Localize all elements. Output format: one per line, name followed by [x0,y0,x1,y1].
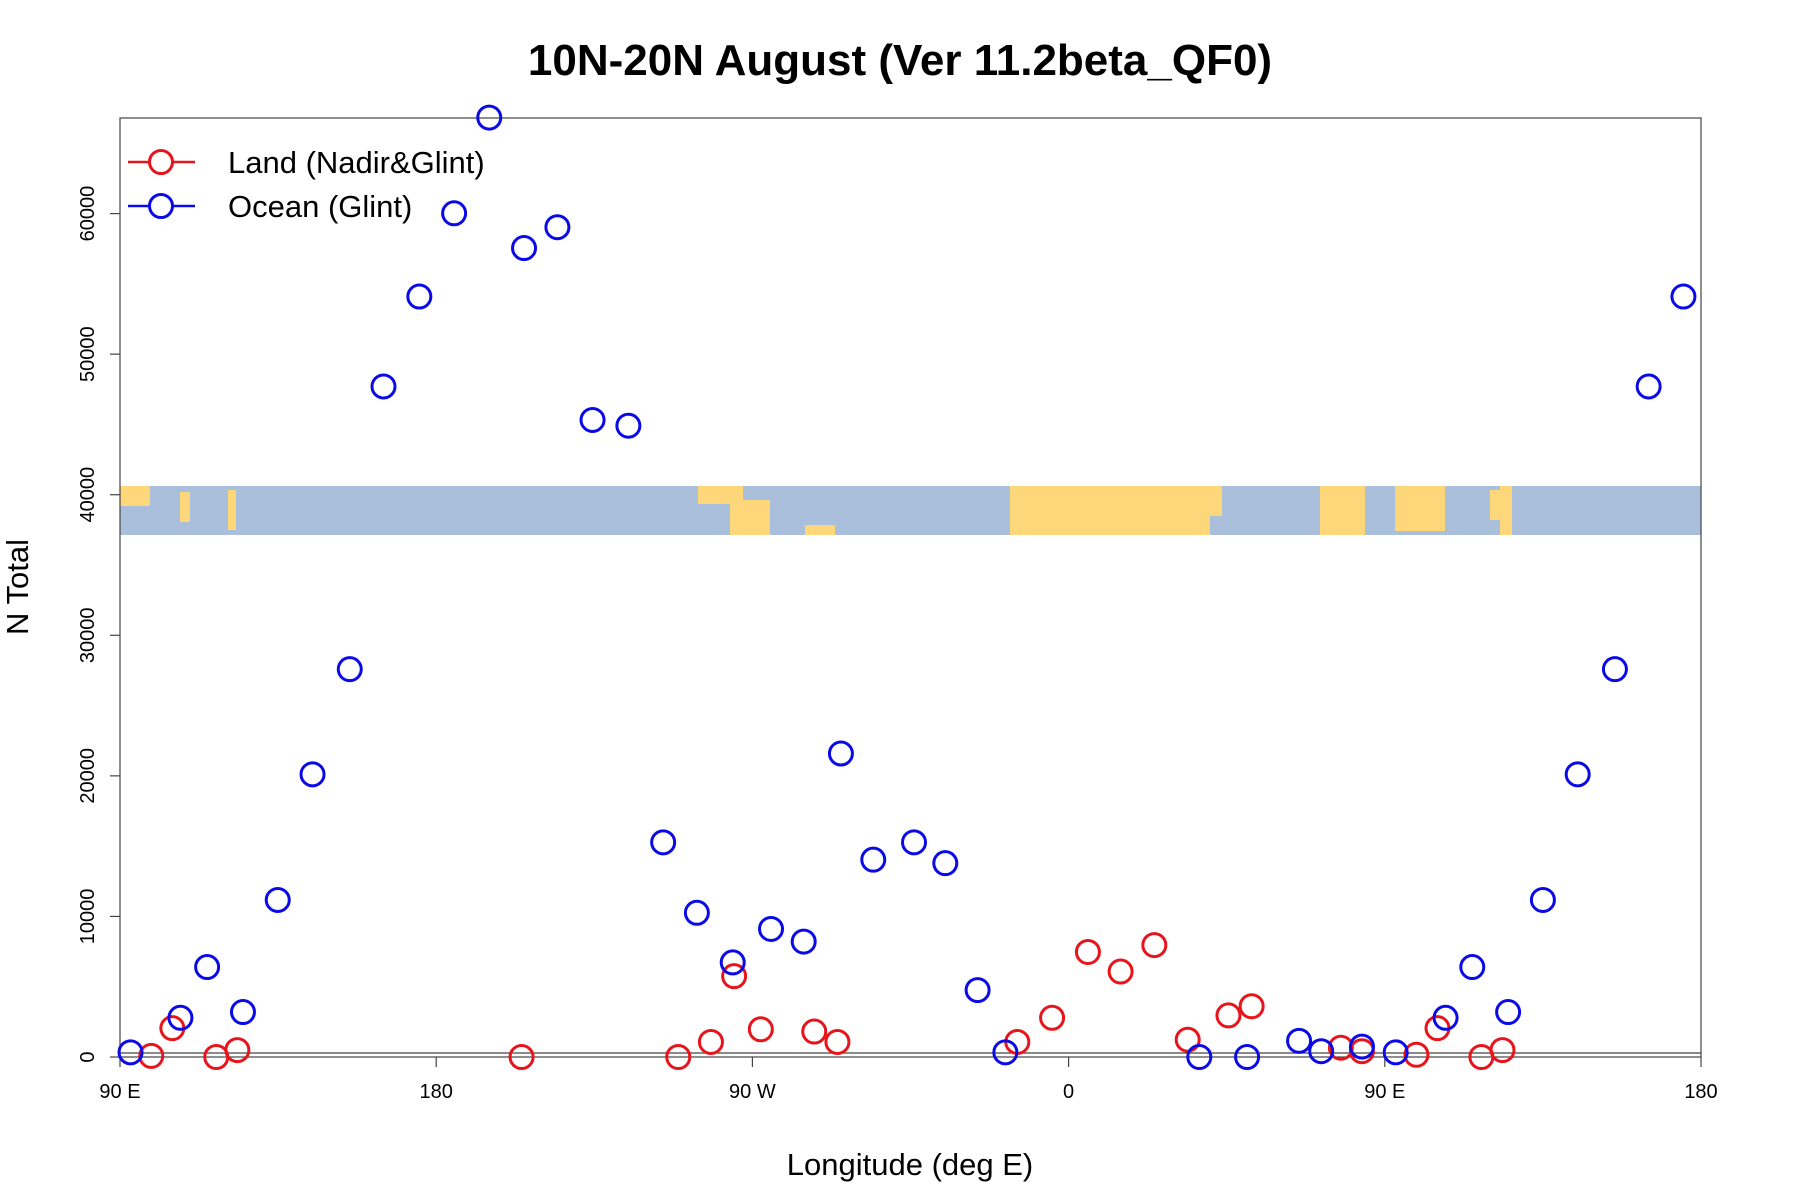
y-tick-label: 50000 [77,326,99,382]
point [1403,1041,1430,1068]
point [1186,1044,1213,1070]
point [1234,1044,1261,1070]
point [824,1028,851,1055]
x-tick-label: 90 W [729,1081,776,1103]
x-tick-label: 90 E [99,1081,140,1103]
point [167,1004,194,1031]
point [827,740,854,767]
plot-frame [119,117,1702,1058]
legend-label: Land (Nadir&Glint) [228,145,485,180]
y-tick-label: 40000 [77,467,99,523]
point [758,915,785,942]
point [615,412,642,439]
point [1215,1002,1242,1029]
point [964,977,991,1004]
legend-label: Ocean (Glint) [228,189,412,224]
y-tick-label: 0 [77,1051,99,1062]
point [1039,1004,1066,1031]
point [579,406,606,433]
point [650,829,677,856]
point [511,235,538,262]
y-tick-label: 10000 [77,889,99,945]
point [1174,1026,1201,1053]
point [1238,993,1265,1020]
point [544,214,571,241]
point [264,886,291,913]
point [1432,1004,1459,1031]
point [370,373,397,400]
chart-title: 10N-20N August (Ver 11.2beta_QF0) [528,36,1272,85]
point [1495,999,1522,1026]
x-tick-label: 90 E [1364,1081,1405,1103]
point [665,1044,692,1070]
point [299,761,326,788]
x-tick-label: 0 [1063,1081,1074,1103]
point [406,283,433,310]
point [138,1042,165,1069]
point [721,963,748,990]
point [992,1039,1019,1066]
y-tick-label: 60000 [77,186,99,242]
x-tick-label: 180 [1684,1081,1717,1103]
x-tick-label: 180 [420,1081,453,1103]
y-tick-label: 30000 [77,607,99,663]
point [747,1016,774,1043]
point [901,829,928,856]
point [1348,1033,1375,1060]
point [508,1044,535,1070]
point [1074,938,1101,965]
legend-marker [148,193,174,219]
point [1308,1038,1335,1065]
point [476,104,503,131]
point [790,928,817,955]
y-axis-label: N Total [0,539,35,635]
point [441,200,468,227]
point [1529,886,1556,913]
point [1489,1037,1516,1064]
point [224,1037,251,1064]
point [697,1028,724,1055]
point [1670,283,1697,310]
point [719,949,746,976]
point [1635,373,1662,400]
point [932,850,959,877]
legend-marker [148,149,174,175]
point [194,954,221,981]
point [1382,1039,1409,1066]
point [1564,761,1591,788]
point [336,656,363,683]
point [1107,958,1134,985]
point [117,1039,144,1066]
point [1459,954,1486,981]
point [801,1018,828,1045]
point [1141,932,1168,959]
x-axis-label: Longitude (deg E) [787,1147,1033,1182]
point [1601,656,1628,683]
y-tick-label: 20000 [77,748,99,804]
point [860,846,887,873]
map-strip [120,486,1701,535]
point [1286,1027,1313,1054]
point [683,899,710,926]
point [229,999,256,1026]
